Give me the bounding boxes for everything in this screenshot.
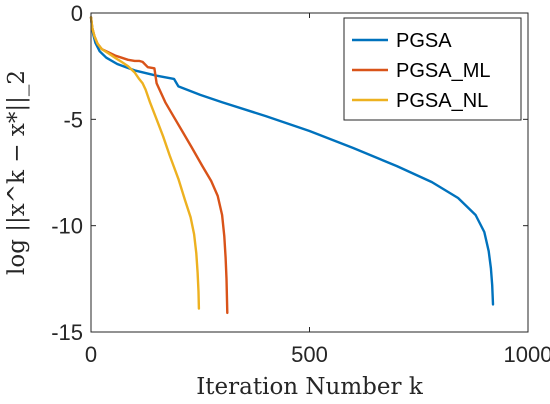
x-tick-label: 1000 <box>504 342 550 367</box>
x-axis-label: Iteration Number k <box>196 374 424 400</box>
series-line-pgsa <box>89 16 495 306</box>
axis-ticks: 0 500 1000 0 -5 -10 -15 <box>51 1 550 367</box>
y-tick-label: -5 <box>63 107 83 132</box>
plot-lines <box>89 16 495 315</box>
legend-label: PGSA <box>396 30 452 52</box>
y-tick-label: 0 <box>71 1 83 26</box>
y-tick-label: -15 <box>51 320 83 345</box>
y-axis-label: log ||x^k − x*||_2 <box>4 70 30 275</box>
y-tick-label: -10 <box>51 214 83 239</box>
x-tick-label: 500 <box>291 342 328 367</box>
legend-label: PGSA_NL <box>396 90 488 112</box>
x-tick-label: 0 <box>85 342 97 367</box>
legend-box <box>343 17 522 121</box>
legend: PGSA PGSA_ML PGSA_NL <box>343 17 522 121</box>
legend-label: PGSA_ML <box>396 60 490 82</box>
series-line-pgsa-nl <box>89 16 201 310</box>
